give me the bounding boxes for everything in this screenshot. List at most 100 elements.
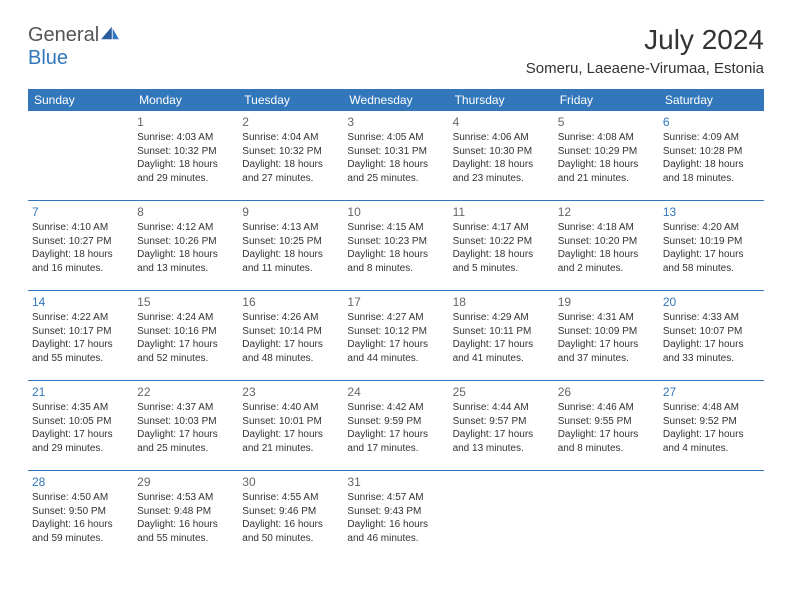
sunset-text: Sunset: 9:43 PM — [347, 505, 444, 519]
day-cell: 28Sunrise: 4:50 AMSunset: 9:50 PMDayligh… — [28, 471, 133, 561]
sunset-text: Sunset: 10:22 PM — [453, 235, 550, 249]
day-number: 23 — [242, 384, 339, 400]
day-cell: 18Sunrise: 4:29 AMSunset: 10:11 PMDaylig… — [449, 291, 554, 381]
sunset-text: Sunset: 9:48 PM — [137, 505, 234, 519]
logo-text: General Blue — [28, 24, 121, 70]
day-number: 16 — [242, 294, 339, 310]
daylight-text: Daylight: 18 hours and 21 minutes. — [558, 158, 655, 185]
day-number: 3 — [347, 114, 444, 130]
sunrise-text: Sunrise: 4:40 AM — [242, 401, 339, 415]
day-number: 5 — [558, 114, 655, 130]
sunrise-text: Sunrise: 4:44 AM — [453, 401, 550, 415]
sunset-text: Sunset: 10:05 PM — [32, 415, 129, 429]
sunset-text: Sunset: 10:01 PM — [242, 415, 339, 429]
day-cell — [554, 471, 659, 561]
sunrise-text: Sunrise: 4:10 AM — [32, 221, 129, 235]
sunset-text: Sunset: 10:16 PM — [137, 325, 234, 339]
calendar-body: 1Sunrise: 4:03 AMSunset: 10:32 PMDayligh… — [28, 111, 764, 560]
daylight-text: Daylight: 17 hours and 29 minutes. — [32, 428, 129, 455]
day-cell: 17Sunrise: 4:27 AMSunset: 10:12 PMDaylig… — [343, 291, 448, 381]
day-header-row: Sunday Monday Tuesday Wednesday Thursday… — [28, 89, 764, 111]
logo-text-general: General — [28, 24, 99, 46]
sunrise-text: Sunrise: 4:29 AM — [453, 311, 550, 325]
sunrise-text: Sunrise: 4:50 AM — [32, 491, 129, 505]
sunrise-text: Sunrise: 4:05 AM — [347, 131, 444, 145]
day-cell: 5Sunrise: 4:08 AMSunset: 10:29 PMDayligh… — [554, 111, 659, 201]
day-number: 24 — [347, 384, 444, 400]
daylight-text: Daylight: 16 hours and 46 minutes. — [347, 518, 444, 545]
daylight-text: Daylight: 18 hours and 16 minutes. — [32, 248, 129, 275]
day-number: 2 — [242, 114, 339, 130]
sunset-text: Sunset: 10:28 PM — [663, 145, 760, 159]
sunset-text: Sunset: 10:14 PM — [242, 325, 339, 339]
sunset-text: Sunset: 10:11 PM — [453, 325, 550, 339]
sunset-text: Sunset: 9:52 PM — [663, 415, 760, 429]
sunset-text: Sunset: 10:19 PM — [663, 235, 760, 249]
daylight-text: Daylight: 17 hours and 21 minutes. — [242, 428, 339, 455]
day-cell: 3Sunrise: 4:05 AMSunset: 10:31 PMDayligh… — [343, 111, 448, 201]
sunrise-text: Sunrise: 4:22 AM — [32, 311, 129, 325]
logo-sail-icon — [99, 25, 121, 41]
daylight-text: Daylight: 17 hours and 4 minutes. — [663, 428, 760, 455]
day-header: Wednesday — [343, 89, 448, 111]
sunset-text: Sunset: 10:32 PM — [242, 145, 339, 159]
sunrise-text: Sunrise: 4:55 AM — [242, 491, 339, 505]
day-cell: 11Sunrise: 4:17 AMSunset: 10:22 PMDaylig… — [449, 201, 554, 291]
day-cell: 24Sunrise: 4:42 AMSunset: 9:59 PMDayligh… — [343, 381, 448, 471]
sunrise-text: Sunrise: 4:37 AM — [137, 401, 234, 415]
daylight-text: Daylight: 17 hours and 17 minutes. — [347, 428, 444, 455]
day-cell: 2Sunrise: 4:04 AMSunset: 10:32 PMDayligh… — [238, 111, 343, 201]
day-number: 14 — [32, 294, 129, 310]
sunrise-text: Sunrise: 4:15 AM — [347, 221, 444, 235]
day-cell: 16Sunrise: 4:26 AMSunset: 10:14 PMDaylig… — [238, 291, 343, 381]
daylight-text: Daylight: 17 hours and 25 minutes. — [137, 428, 234, 455]
sunrise-text: Sunrise: 4:17 AM — [453, 221, 550, 235]
sunset-text: Sunset: 10:09 PM — [558, 325, 655, 339]
day-number: 22 — [137, 384, 234, 400]
sunset-text: Sunset: 10:17 PM — [32, 325, 129, 339]
daylight-text: Daylight: 17 hours and 8 minutes. — [558, 428, 655, 455]
logo-text-blue: Blue — [28, 47, 68, 69]
day-cell: 12Sunrise: 4:18 AMSunset: 10:20 PMDaylig… — [554, 201, 659, 291]
daylight-text: Daylight: 18 hours and 11 minutes. — [242, 248, 339, 275]
day-cell: 30Sunrise: 4:55 AMSunset: 9:46 PMDayligh… — [238, 471, 343, 561]
day-cell: 6Sunrise: 4:09 AMSunset: 10:28 PMDayligh… — [659, 111, 764, 201]
sunrise-text: Sunrise: 4:18 AM — [558, 221, 655, 235]
daylight-text: Daylight: 16 hours and 59 minutes. — [32, 518, 129, 545]
page: General Blue July 2024 Someru, Laeaene-V… — [0, 0, 792, 612]
day-cell: 26Sunrise: 4:46 AMSunset: 9:55 PMDayligh… — [554, 381, 659, 471]
daylight-text: Daylight: 18 hours and 18 minutes. — [663, 158, 760, 185]
sunrise-text: Sunrise: 4:04 AM — [242, 131, 339, 145]
daylight-text: Daylight: 17 hours and 33 minutes. — [663, 338, 760, 365]
sunrise-text: Sunrise: 4:13 AM — [242, 221, 339, 235]
sunrise-text: Sunrise: 4:35 AM — [32, 401, 129, 415]
day-cell: 23Sunrise: 4:40 AMSunset: 10:01 PMDaylig… — [238, 381, 343, 471]
sunset-text: Sunset: 10:32 PM — [137, 145, 234, 159]
day-number: 29 — [137, 474, 234, 490]
day-cell: 14Sunrise: 4:22 AMSunset: 10:17 PMDaylig… — [28, 291, 133, 381]
day-number: 18 — [453, 294, 550, 310]
daylight-text: Daylight: 18 hours and 2 minutes. — [558, 248, 655, 275]
sunrise-text: Sunrise: 4:12 AM — [137, 221, 234, 235]
day-number: 8 — [137, 204, 234, 220]
day-number: 12 — [558, 204, 655, 220]
day-cell: 21Sunrise: 4:35 AMSunset: 10:05 PMDaylig… — [28, 381, 133, 471]
day-number: 6 — [663, 114, 760, 130]
daylight-text: Daylight: 17 hours and 48 minutes. — [242, 338, 339, 365]
sunrise-text: Sunrise: 4:08 AM — [558, 131, 655, 145]
daylight-text: Daylight: 16 hours and 55 minutes. — [137, 518, 234, 545]
day-cell: 29Sunrise: 4:53 AMSunset: 9:48 PMDayligh… — [133, 471, 238, 561]
day-cell: 27Sunrise: 4:48 AMSunset: 9:52 PMDayligh… — [659, 381, 764, 471]
day-number: 21 — [32, 384, 129, 400]
day-number: 15 — [137, 294, 234, 310]
day-number: 1 — [137, 114, 234, 130]
day-cell: 13Sunrise: 4:20 AMSunset: 10:19 PMDaylig… — [659, 201, 764, 291]
day-number: 20 — [663, 294, 760, 310]
day-number: 30 — [242, 474, 339, 490]
daylight-text: Daylight: 16 hours and 50 minutes. — [242, 518, 339, 545]
day-number: 7 — [32, 204, 129, 220]
day-cell — [28, 111, 133, 201]
daylight-text: Daylight: 17 hours and 41 minutes. — [453, 338, 550, 365]
daylight-text: Daylight: 18 hours and 25 minutes. — [347, 158, 444, 185]
week-row: 7Sunrise: 4:10 AMSunset: 10:27 PMDayligh… — [28, 201, 764, 291]
